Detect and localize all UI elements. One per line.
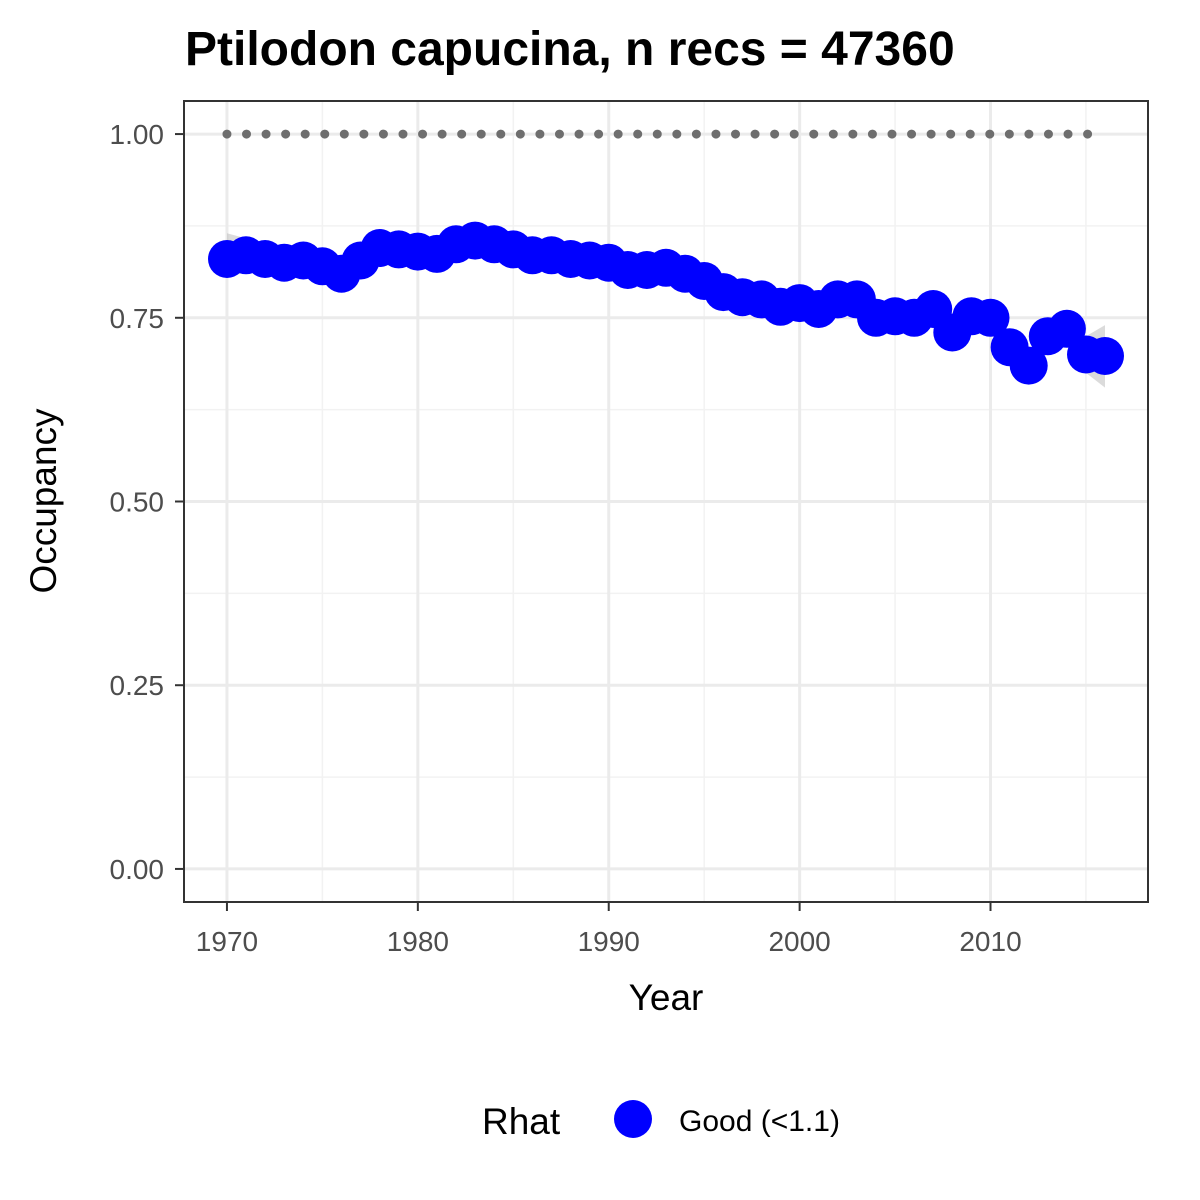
x-tick-label: 2000: [768, 926, 830, 957]
data-point: [1009, 346, 1048, 385]
x-tick-label: 1970: [196, 926, 258, 957]
y-tick-label: 1.00: [110, 119, 165, 150]
data-point: [971, 298, 1010, 337]
legend: Rhat Good (<1.1): [482, 1100, 840, 1142]
x-tick-label: 1980: [387, 926, 449, 957]
plot-panel: [183, 100, 1149, 903]
x-axis: 1970 1980 1990 2000 2010: [196, 902, 1022, 957]
y-tick-label: 0.25: [110, 670, 165, 701]
x-tick-label: 2010: [959, 926, 1021, 957]
data-point: [1086, 337, 1124, 375]
y-tick-label: 0.50: [110, 487, 165, 518]
y-axis-title: Occupancy: [23, 408, 64, 594]
x-tick-label: 1990: [578, 926, 640, 957]
y-tick-label: 0.00: [110, 854, 165, 885]
y-axis: 0.00 0.25 0.50 0.75 1.00: [110, 119, 184, 885]
legend-title: Rhat: [482, 1101, 561, 1142]
x-axis-title: Year: [629, 977, 704, 1018]
legend-label-good: Good (<1.1): [679, 1105, 840, 1138]
data-points: [208, 221, 1124, 385]
legend-key-good: [614, 1100, 652, 1138]
y-tick-label: 0.75: [110, 303, 165, 334]
chart-title: Ptilodon capucina, n recs = 47360: [185, 23, 955, 76]
